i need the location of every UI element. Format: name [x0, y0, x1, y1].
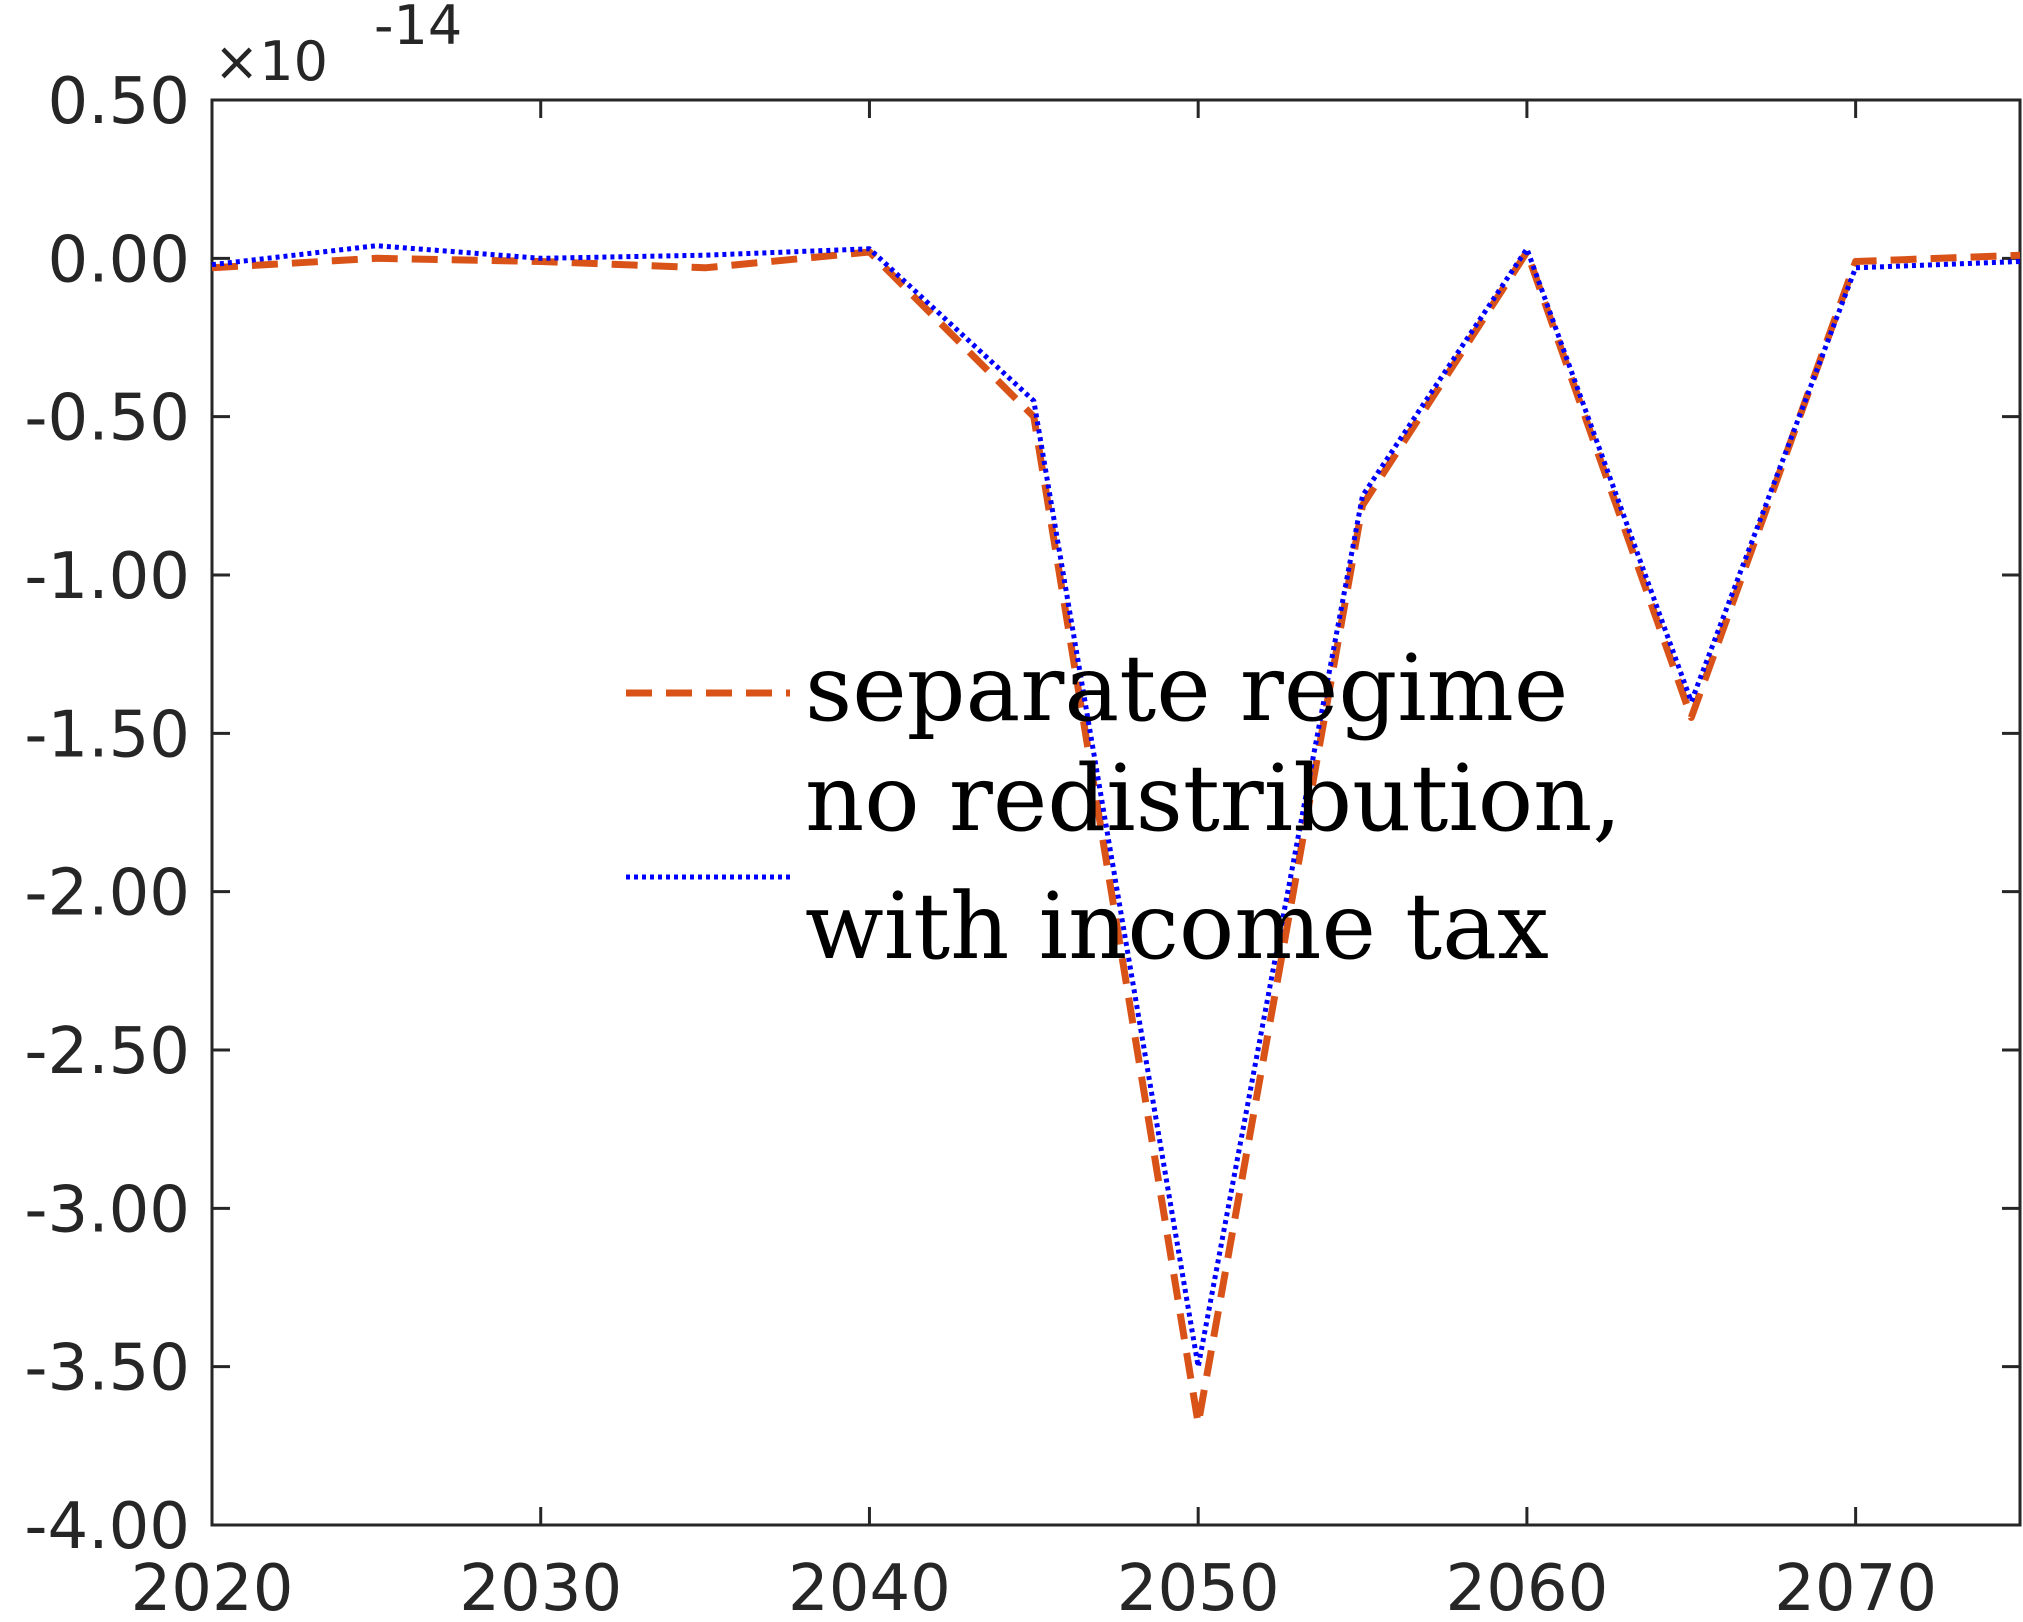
- x-tick-label: 2040: [788, 1552, 951, 1622]
- y-tick-label: -2.50: [24, 1015, 190, 1089]
- y-tick-label: 0.00: [48, 223, 191, 297]
- plot-area: [210, 98, 2022, 1527]
- y-tick-label: -1.00: [24, 540, 190, 614]
- x-tick-label: 2020: [131, 1552, 294, 1622]
- legend-label-separate-regime: separate regime: [805, 635, 1568, 742]
- series-line-separate-regime: [211, 248, 2021, 1428]
- y-tick-label: -4.00: [24, 1490, 190, 1564]
- legend: separate regime no redistribution, with …: [626, 635, 1622, 980]
- y-tick-label: -2.00: [24, 857, 190, 931]
- y-tick-label: -0.50: [24, 382, 190, 456]
- y-multiplier-base: ×10: [214, 30, 328, 93]
- axis-ticks: [210, 98, 2020, 1527]
- x-tick-label: 2070: [1774, 1552, 1937, 1622]
- y-tick-label: 0.50: [48, 65, 191, 139]
- x-tick-label: 2030: [459, 1552, 622, 1622]
- x-tick-label: 2060: [1445, 1552, 1608, 1622]
- y-tick-label: -3.00: [24, 1173, 190, 1247]
- y-tick-label: -3.50: [24, 1332, 190, 1406]
- x-tick-labels: 2020 2030 2040 2050 2060 2070: [131, 1552, 1938, 1622]
- y-multiplier-exponent: -14: [374, 0, 462, 57]
- y-tick-label: -1.50: [24, 698, 190, 772]
- legend-label-no-redistribution-line1: no redistribution,: [805, 745, 1622, 852]
- series-lines: [211, 243, 2021, 1428]
- x-tick-label: 2050: [1117, 1552, 1280, 1622]
- legend-label-no-redistribution-line2: with income tax: [805, 873, 1549, 980]
- y-tick-labels: 0.50 0.00 -0.50 -1.00 -1.50 -2.00 -2.50 -3.00 -3…: [24, 65, 190, 1564]
